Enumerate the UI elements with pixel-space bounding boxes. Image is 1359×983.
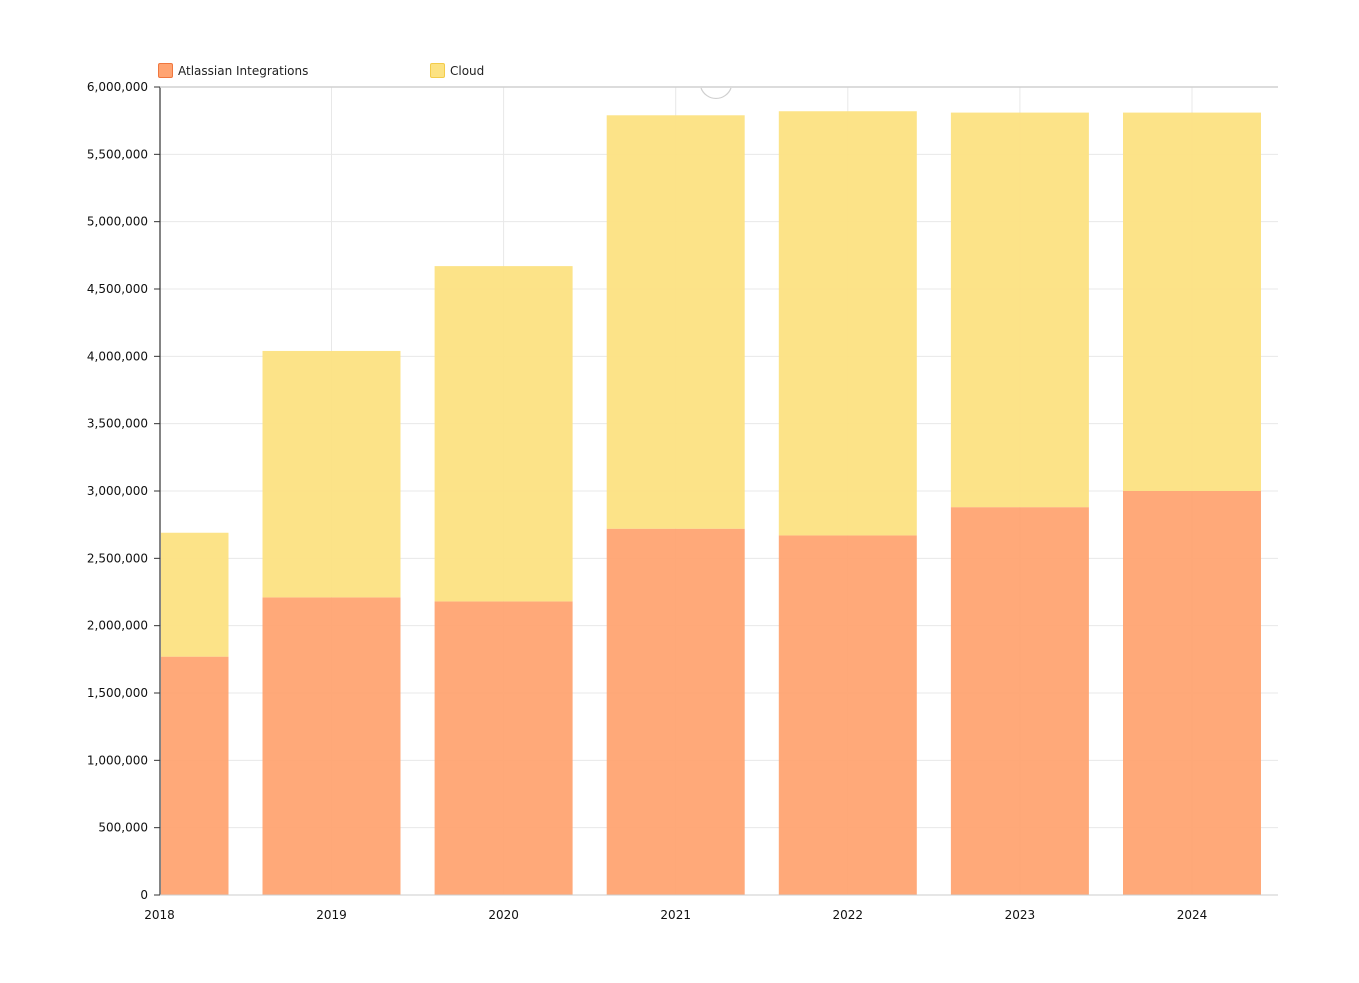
bar-atlassian-integrations-2024[interactable] <box>1123 491 1261 895</box>
y-tick-label: 5,500,000 <box>87 147 148 161</box>
bar-cloud-2018[interactable] <box>161 532 229 657</box>
axes <box>154 86 1278 896</box>
bar-cloud-2020[interactable] <box>434 266 573 602</box>
y-tick-label: 0 <box>140 888 148 902</box>
y-tick-label: 4,000,000 <box>87 349 148 363</box>
y-tick-label: 6,000,000 <box>87 80 148 94</box>
y-tick-label: 500,000 <box>98 821 148 835</box>
bar-atlassian-integrations-2023[interactable] <box>950 507 1089 895</box>
bar-atlassian-integrations-2019[interactable] <box>262 597 401 895</box>
legend: Atlassian Integrations Cloud <box>158 63 1279 85</box>
bar-atlassian-integrations-2022[interactable] <box>778 535 917 895</box>
y-tick-label: 4,500,000 <box>87 282 148 296</box>
y-tick-label: 5,000,000 <box>87 215 148 229</box>
bar-cloud-2023[interactable] <box>950 112 1089 508</box>
y-tick-label: 2,500,000 <box>87 551 148 565</box>
legend-swatch-atlassian-integrations <box>158 63 173 78</box>
bar-cloud-2022[interactable] <box>778 111 917 536</box>
y-tick-label: 3,500,000 <box>87 417 148 431</box>
x-tick-label: 2024 <box>1177 908 1208 922</box>
y-tick-label: 3,000,000 <box>87 484 148 498</box>
legend-label-atlassian-integrations: Atlassian Integrations <box>178 63 309 78</box>
legend-item-cloud[interactable]: Cloud <box>430 63 484 78</box>
y-tick-label: 2,000,000 <box>87 619 148 633</box>
bar-atlassian-integrations-2020[interactable] <box>434 601 573 895</box>
bar-atlassian-integrations-2018[interactable] <box>161 656 229 895</box>
bars <box>161 111 1261 895</box>
x-tick-label: 2022 <box>833 908 864 922</box>
x-tick-label: 2021 <box>660 908 691 922</box>
x-tick-label: 2019 <box>316 908 347 922</box>
bar-cloud-2021[interactable] <box>606 115 745 529</box>
bar-atlassian-integrations-2021[interactable] <box>606 528 745 895</box>
bar-cloud-2019[interactable] <box>262 350 401 598</box>
x-tick-label: 2023 <box>1005 908 1036 922</box>
y-tick-label: 1,000,000 <box>87 753 148 767</box>
legend-swatch-cloud <box>430 63 445 78</box>
scroll-handle[interactable] <box>700 87 732 100</box>
x-tick-label: 2020 <box>488 908 519 922</box>
x-axis-tick-labels: 2018 2019 2020 2021 2022 2023 2024 <box>144 908 1207 922</box>
legend-label-cloud: Cloud <box>450 63 485 78</box>
bar-cloud-2024[interactable] <box>1123 112 1261 491</box>
y-tick-label: 1,500,000 <box>87 686 148 700</box>
y-axis-tick-labels: 0 500,000 1,000,000 1,500,000 2,000,000 2,500… <box>87 80 148 902</box>
x-tick-label: 2018 <box>144 908 175 922</box>
legend-item-atlassian-integrations[interactable]: Atlassian Integrations <box>158 63 308 78</box>
